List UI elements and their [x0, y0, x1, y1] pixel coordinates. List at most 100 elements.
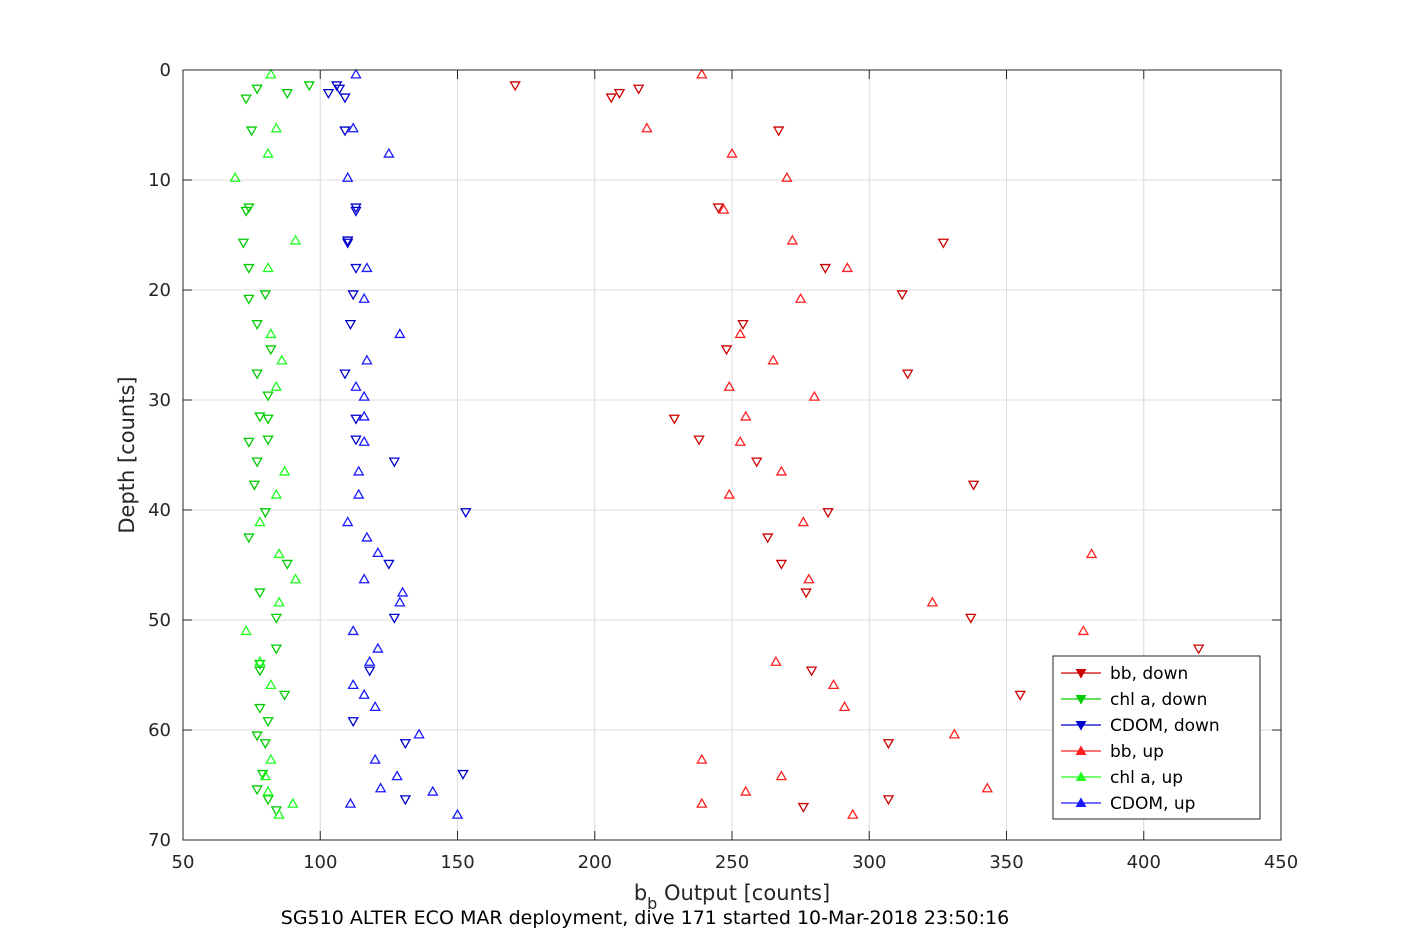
- data-point: [352, 488, 365, 499]
- data-point: [339, 369, 351, 380]
- data-point: [265, 678, 277, 689]
- data-point: [243, 203, 255, 214]
- data-point: [967, 480, 980, 491]
- data-point: [358, 573, 370, 584]
- data-point: [797, 516, 810, 527]
- data-point: [254, 666, 266, 677]
- data-point: [350, 435, 362, 446]
- legend-marker: [1075, 797, 1087, 807]
- data-point: [750, 457, 763, 468]
- data-point: [363, 666, 376, 677]
- data-point: [262, 785, 274, 796]
- data-point: [819, 263, 832, 274]
- data-point: [374, 782, 387, 793]
- data-point: [509, 81, 521, 92]
- axes: 50 100 150 200 250 300 350 400 450 0 10 20 30 40 50 60 7…: [148, 60, 1298, 873]
- data-point: [726, 147, 738, 158]
- data-point: [838, 700, 851, 711]
- data-point: [259, 770, 272, 781]
- legend-marker: [1075, 771, 1087, 781]
- data-point: [339, 93, 351, 104]
- data-point: [981, 782, 994, 793]
- y-tick-label: 50: [148, 610, 171, 631]
- data-point: [358, 410, 370, 421]
- data-point: [243, 533, 255, 544]
- x-tick-label: 400: [1127, 852, 1161, 873]
- data-point: [388, 613, 401, 624]
- data-point: [281, 89, 294, 100]
- data-point: [341, 171, 354, 182]
- y-axis-label: Depth [counts]: [115, 376, 139, 533]
- data-point: [723, 380, 735, 391]
- data-point: [734, 328, 746, 339]
- series-5: [341, 68, 464, 819]
- data-point: [363, 655, 376, 666]
- legend-entry: chl a, up: [1110, 768, 1183, 788]
- data-point: [372, 642, 384, 653]
- data-point: [265, 345, 277, 356]
- data-point: [303, 81, 315, 92]
- legend-entry: bb, up: [1110, 742, 1164, 762]
- data-point: [822, 508, 834, 519]
- data-point: [847, 808, 859, 819]
- data-point: [243, 263, 255, 274]
- data-point: [896, 290, 908, 301]
- series-2: [322, 81, 472, 806]
- data-point: [1077, 625, 1090, 636]
- y-tick-label: 30: [148, 390, 171, 411]
- data-point: [427, 785, 439, 796]
- data-point: [251, 731, 263, 742]
- x-tick-label: 150: [440, 852, 474, 873]
- data-point: [350, 380, 362, 391]
- data-point: [254, 412, 266, 423]
- data-point: [358, 292, 370, 303]
- data-point: [734, 435, 746, 446]
- data-point: [772, 126, 785, 137]
- data-point: [240, 94, 252, 105]
- y-tick-label: 10: [148, 170, 171, 191]
- data-point: [350, 206, 362, 217]
- data-point: [229, 171, 241, 182]
- data-point: [718, 203, 730, 214]
- data-point: [781, 171, 793, 182]
- data-point: [270, 380, 283, 391]
- data-point: [613, 89, 626, 100]
- data-point: [256, 769, 269, 780]
- x-tick-label: 100: [303, 852, 337, 873]
- legend-box: [1052, 655, 1261, 820]
- data-point: [358, 390, 370, 401]
- data-point: [803, 573, 815, 584]
- data-point: [262, 795, 274, 806]
- data-point: [827, 678, 840, 689]
- data-point: [794, 292, 807, 303]
- x-tick-label: 200: [578, 852, 612, 873]
- data-point: [265, 328, 277, 339]
- data-point: [248, 480, 261, 491]
- data-point: [341, 238, 354, 249]
- data-point: [841, 262, 854, 273]
- data-point: [358, 435, 370, 446]
- data-point: [333, 84, 346, 95]
- data-point: [712, 203, 724, 214]
- data-point: [262, 391, 274, 402]
- data-point: [289, 234, 302, 245]
- y-tick-label: 0: [160, 60, 171, 81]
- data-point: [696, 797, 708, 808]
- data-point: [413, 728, 425, 739]
- data-point: [276, 354, 288, 365]
- data-point: [251, 84, 263, 95]
- data-point: [270, 613, 283, 624]
- y-tick-label: 40: [148, 500, 171, 521]
- data-point: [1014, 690, 1026, 701]
- data-point: [394, 596, 406, 607]
- data-point: [399, 795, 412, 806]
- x-tick-label: 350: [989, 852, 1023, 873]
- data-point: [341, 236, 354, 247]
- data-point: [808, 390, 821, 401]
- x-tick-label: 300: [852, 852, 886, 873]
- data-point: [361, 531, 373, 542]
- data-point: [243, 437, 255, 448]
- data-point: [797, 802, 810, 813]
- data-point: [344, 319, 357, 331]
